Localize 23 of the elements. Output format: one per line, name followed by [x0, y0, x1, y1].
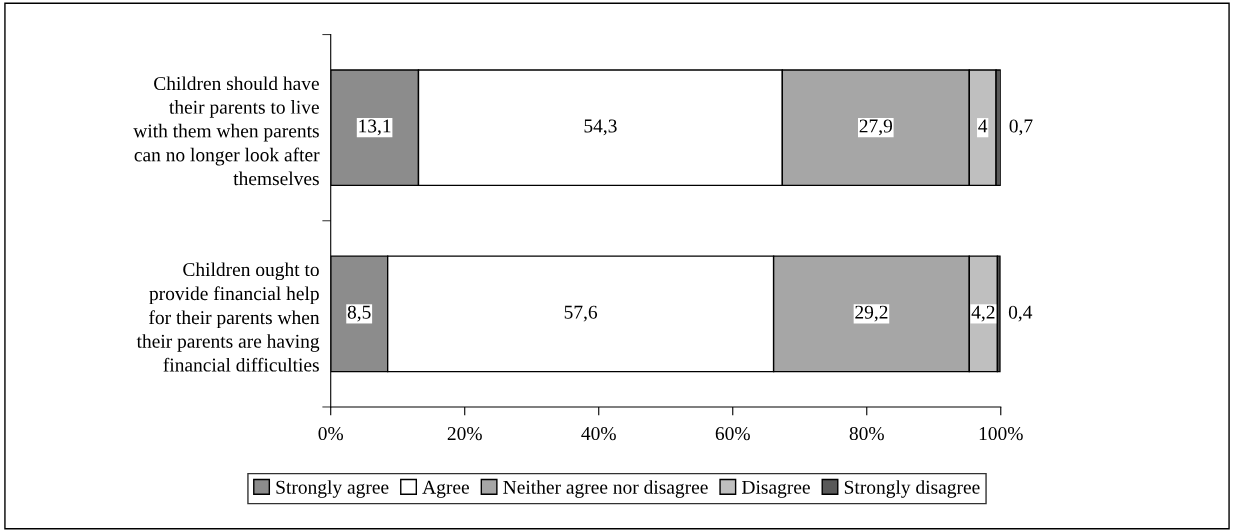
y-tick-label: Children should have their parents to live with them when parents can no longer look after themselves — [133, 76, 320, 186]
x-tick-label: 20% — [447, 426, 482, 441]
x-tick-label: 80% — [849, 426, 884, 441]
y-tick-label: Children ought to provide financial help for their parents when their parents are having financial difficulties — [136, 262, 320, 372]
data-label: 13,1 — [359, 119, 391, 136]
data-label: 0,4 — [1008, 305, 1033, 322]
legend-label: Strongly disagree — [844, 480, 980, 498]
data-label: 54,3 — [584, 119, 617, 136]
legend-label: Strongly agree — [276, 480, 389, 498]
legend-label: Disagree — [742, 480, 810, 498]
data-label: 4,2 — [971, 305, 995, 322]
data-label: 29,2 — [855, 305, 888, 322]
data-label: 0,7 — [1009, 119, 1033, 136]
legend-label: Agree — [422, 480, 469, 498]
legend-label: Neither agree nor disagree — [503, 480, 708, 498]
x-tick-label: 100% — [979, 426, 1023, 441]
data-label: 57,6 — [564, 305, 598, 322]
data-label: 8,5 — [347, 305, 371, 322]
x-tick-label: 0% — [318, 426, 344, 441]
data-label: 4 — [978, 119, 988, 133]
data-label: 27,9 — [859, 119, 893, 136]
x-tick-label: 40% — [581, 426, 616, 441]
x-tick-label: 60% — [715, 426, 750, 441]
